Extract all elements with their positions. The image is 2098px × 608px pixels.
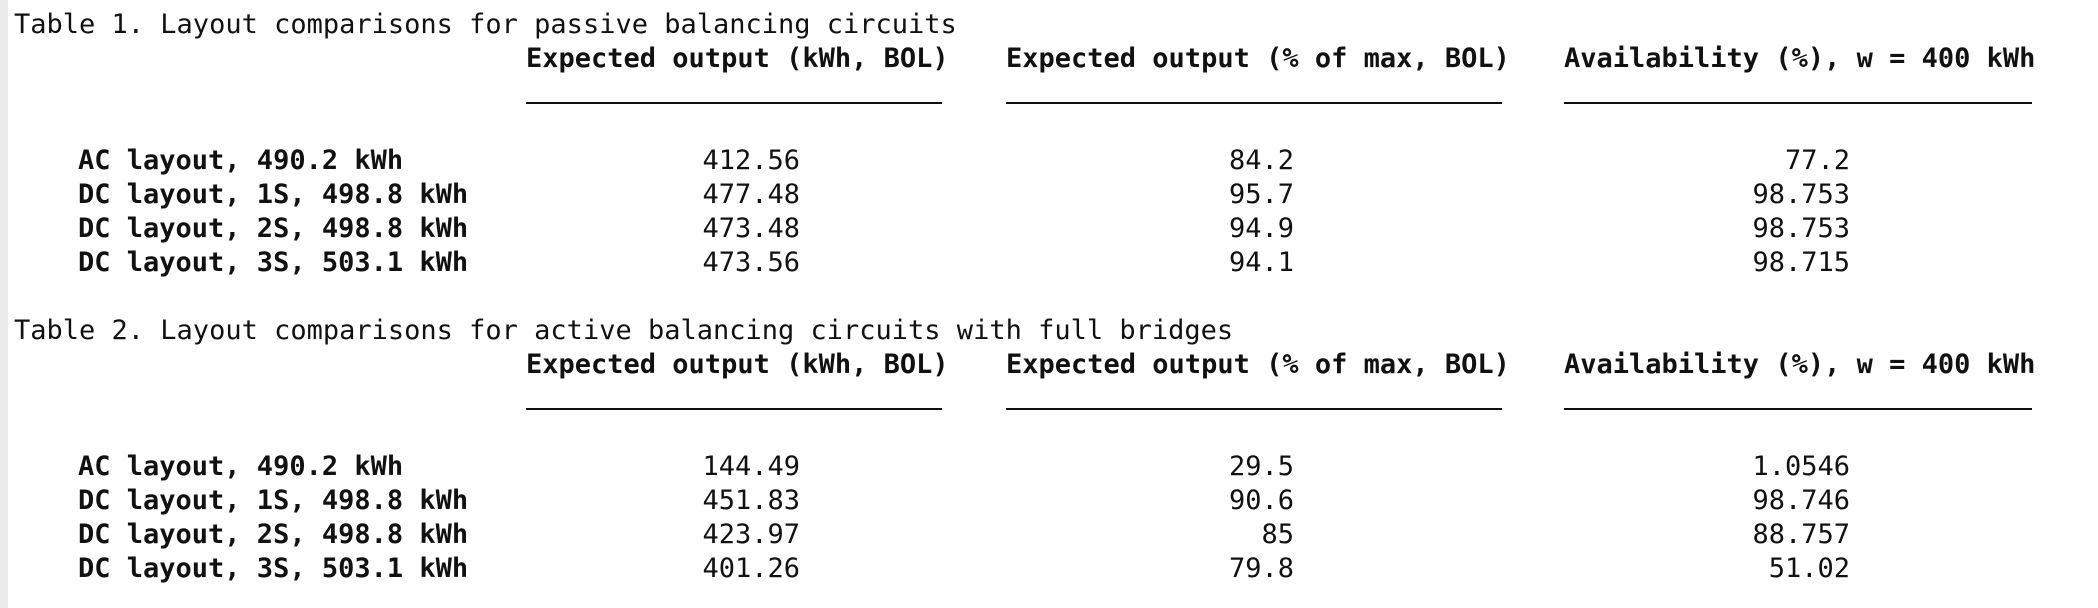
header-rule [1006, 408, 1502, 410]
table-cell: 98.715 [1752, 247, 1850, 278]
table-caption: Table 1. Layout comparisons for passive … [14, 9, 957, 40]
table-cell: 98.746 [1752, 485, 1850, 516]
column-header: Expected output (% of max, BOL) [1006, 43, 1510, 74]
table-cell: 98.753 [1752, 213, 1850, 244]
table-cell: 451.83 [702, 485, 800, 516]
header-rule [526, 408, 942, 410]
table-cell: 473.56 [702, 247, 800, 278]
row-label: DC layout, 2S, 498.8 kWh [78, 213, 469, 244]
header-rule [1006, 102, 1502, 104]
table-cell: 423.97 [702, 519, 800, 550]
table-cell: 90.6 [1228, 485, 1294, 516]
header-rule [1564, 408, 2032, 410]
table-cell: 412.56 [702, 145, 800, 176]
header-rule [526, 102, 942, 104]
row-label: DC layout, 2S, 498.8 kWh [78, 519, 469, 550]
row-label: DC layout, 1S, 498.8 kWh [78, 179, 469, 210]
column-header: Expected output (% of max, BOL) [1006, 349, 1510, 380]
table-cell: 401.26 [702, 553, 800, 584]
row-label: DC layout, 3S, 503.1 kWh [78, 553, 469, 584]
column-header: Expected output (kWh, BOL) [526, 43, 949, 74]
left-gutter [0, 0, 8, 608]
table-cell: 79.8 [1228, 553, 1294, 584]
row-label: AC layout, 490.2 kWh [78, 145, 404, 176]
row-label: AC layout, 490.2 kWh [78, 451, 404, 482]
table-cell: 94.1 [1228, 247, 1294, 278]
row-label: DC layout, 3S, 503.1 kWh [78, 247, 469, 278]
document-content: Table 1. Layout comparisons for passive … [14, 8, 2084, 608]
table-1: Table 1. Layout comparisons for passive … [14, 8, 2084, 314]
table-cell: 477.48 [702, 179, 800, 210]
header-rule [1564, 102, 2032, 104]
table-cell: 144.49 [702, 451, 800, 482]
table-cell: 88.757 [1752, 519, 1850, 550]
table-cell: 473.48 [702, 213, 800, 244]
table-cell: 95.7 [1228, 179, 1294, 210]
table-cell: 29.5 [1228, 451, 1294, 482]
table-cell: 77.2 [1784, 145, 1850, 176]
table-cell: 98.753 [1752, 179, 1850, 210]
column-header: Availability (%), w = 400 kWh [1564, 349, 2036, 380]
table-cell: 51.02 [1768, 553, 1850, 584]
table-caption: Table 2. Layout comparisons for active b… [14, 315, 1234, 346]
row-label: DC layout, 1S, 498.8 kWh [78, 485, 469, 516]
table-cell: 1.0546 [1752, 451, 1850, 482]
column-header: Expected output (kWh, BOL) [526, 349, 949, 380]
table-2: Table 2. Layout comparisons for active b… [14, 314, 2084, 608]
table-cell: 85 [1261, 519, 1294, 550]
table-cell: 84.2 [1228, 145, 1294, 176]
table-cell: 94.9 [1228, 213, 1294, 244]
column-header: Availability (%), w = 400 kWh [1564, 43, 2036, 74]
